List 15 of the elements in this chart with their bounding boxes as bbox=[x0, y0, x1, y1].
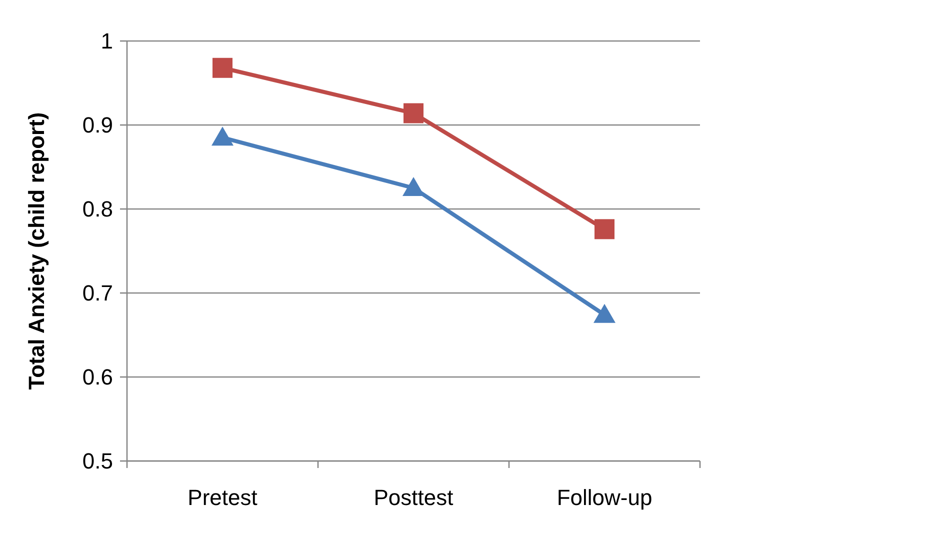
point bbox=[594, 304, 616, 323]
y-tick-label: 0.8 bbox=[82, 196, 113, 222]
point bbox=[212, 126, 234, 146]
y-tick-label: 1 bbox=[100, 28, 113, 54]
point bbox=[212, 58, 232, 78]
y-tick-label: 0.5 bbox=[82, 448, 113, 474]
x-tick-label: Pretest bbox=[188, 485, 258, 510]
y-tick-label: 0.6 bbox=[82, 364, 113, 390]
x-tick-label: Follow-up bbox=[556, 485, 652, 510]
y-tick-label: 0.7 bbox=[82, 280, 113, 306]
y-axis-title: Total Anxiety (child report) bbox=[24, 112, 49, 390]
point bbox=[404, 103, 424, 124]
point bbox=[594, 219, 614, 240]
x-tick-label: Posttest bbox=[374, 485, 454, 510]
y-tick-label: 0.9 bbox=[82, 112, 113, 138]
